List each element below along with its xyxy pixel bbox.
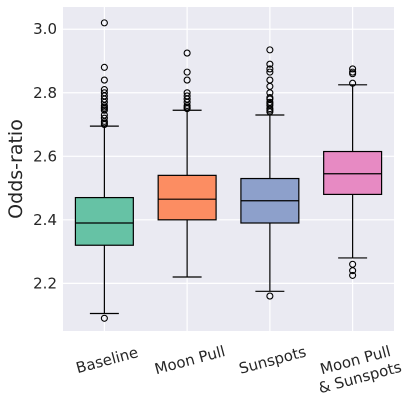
outlier-point bbox=[266, 98, 274, 106]
outlier-point bbox=[100, 19, 108, 27]
box-iqr bbox=[157, 174, 217, 221]
outlier-point bbox=[100, 314, 108, 322]
y-tick-label: 2.4 bbox=[33, 211, 57, 229]
outlier-point bbox=[183, 49, 191, 57]
x-category-label: Sunspots bbox=[237, 343, 308, 378]
box-iqr bbox=[74, 196, 134, 246]
x-category-label: Baseline bbox=[74, 343, 140, 377]
outlier-point bbox=[183, 68, 191, 76]
x-category-label-line: Moon Pull bbox=[153, 342, 227, 378]
box-series bbox=[74, 19, 383, 322]
x-category-label-line: Baseline bbox=[74, 343, 140, 377]
outlier-point bbox=[266, 65, 274, 73]
outlier-point bbox=[100, 63, 108, 71]
box-iqr bbox=[323, 150, 383, 196]
outlier-point bbox=[349, 68, 357, 76]
outlier-point bbox=[266, 46, 274, 54]
outlier-point bbox=[183, 76, 191, 84]
x-category-labels: Baseline Moon Pull Sunspots Moon Pull& Suns… bbox=[74, 340, 403, 397]
outlier-point bbox=[266, 60, 274, 68]
box-3 bbox=[240, 46, 300, 300]
x-category-label: Moon Pull bbox=[153, 342, 227, 378]
box-1 bbox=[74, 19, 134, 322]
outlier-point bbox=[100, 114, 108, 122]
outlier-point bbox=[266, 68, 274, 76]
outlier-point bbox=[266, 76, 274, 84]
y-axis-title: Odds-ratio bbox=[5, 119, 27, 219]
y-tick-label: 2.8 bbox=[33, 84, 57, 102]
y-tick-label: 3.0 bbox=[33, 20, 57, 38]
outlier-point bbox=[100, 86, 108, 94]
box-2 bbox=[157, 49, 217, 278]
outlier-point bbox=[100, 76, 108, 84]
outlier-point bbox=[100, 89, 108, 97]
outlier-point bbox=[266, 292, 274, 300]
box-4 bbox=[323, 65, 383, 279]
outlier-point bbox=[349, 65, 357, 73]
outlier-point bbox=[349, 260, 357, 268]
x-category-label-line: Sunspots bbox=[237, 343, 308, 378]
outlier-point bbox=[266, 93, 274, 102]
y-tick-labels: 2.2 2.4 2.6 2.8 3.0 bbox=[33, 20, 57, 292]
y-tick-label: 2.6 bbox=[33, 147, 57, 165]
outlier-point bbox=[183, 92, 191, 100]
outlier-point bbox=[183, 89, 191, 97]
outlier-point bbox=[349, 79, 357, 87]
x-category-label: Moon Pull& Sunspots bbox=[312, 340, 403, 397]
y-tick-label: 2.2 bbox=[33, 274, 57, 292]
outlier-point bbox=[349, 271, 357, 279]
